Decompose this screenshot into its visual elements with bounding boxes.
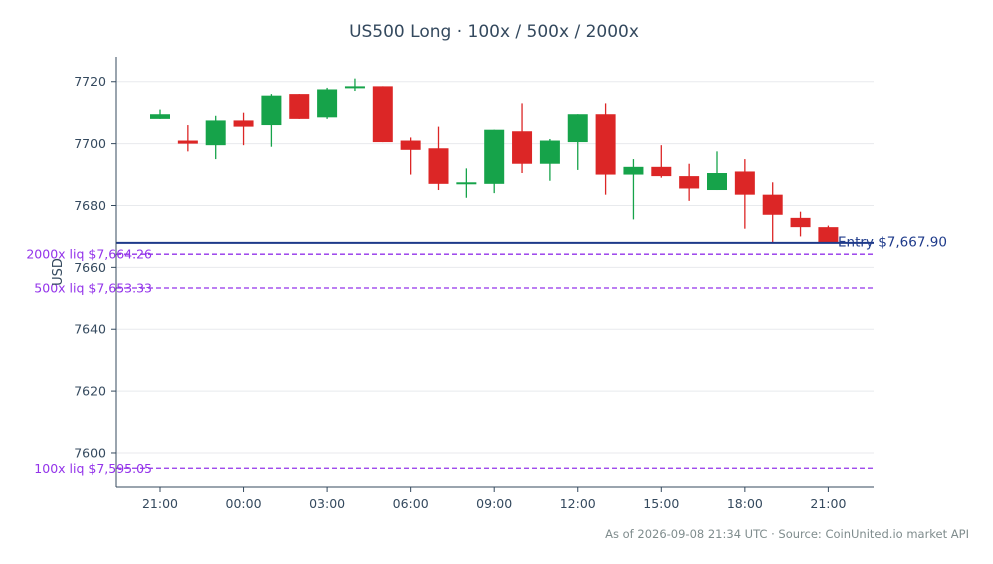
candle [289,94,310,119]
liquidation-label: 100x liq $7,595.05 [34,461,152,476]
y-axis-label: USD [51,258,66,286]
candle-body [400,140,421,150]
candle-body [317,89,338,118]
candle-body [734,171,755,195]
x-tick-label: 21:00 [810,496,846,511]
candle-body [150,114,170,119]
candle [344,78,365,92]
liquidation-label: 500x liq $7,653.33 [34,280,152,295]
candle [177,125,198,152]
candle-body [539,140,560,164]
y-tick-label: 7660 [74,260,106,275]
candle-body [205,120,226,146]
candle [400,137,421,175]
candle [539,138,560,181]
liquidation-label: 2000x liq $7,664.26 [26,247,152,262]
x-tick-label: 09:00 [476,496,512,511]
candle [484,129,505,194]
y-tick-label: 7720 [74,74,106,89]
candle-body [679,176,700,189]
x-tick-label: 03:00 [309,496,345,511]
x-tick-label: 18:00 [727,496,763,511]
x-tick-label: 21:00 [142,496,178,511]
candle [372,86,393,143]
y-tick-label: 7700 [74,136,106,151]
x-tick-label: 15:00 [643,496,679,511]
candle-body [567,114,588,143]
candle [261,94,282,147]
candle-body [344,86,365,89]
candle [818,225,839,243]
source-footer: As of 2026-09-08 21:34 UTC · Source: Coi… [605,527,969,541]
candle-body [762,194,783,215]
candle [762,182,783,243]
x-tick-label: 12:00 [560,496,596,511]
candle-body [233,120,254,127]
candle-body [428,148,449,184]
candle [623,159,644,220]
candle-body [623,166,644,175]
candle-body [651,166,672,177]
candle-body [707,173,727,191]
candles [150,78,839,243]
candle [233,112,254,146]
candle [790,211,811,237]
chart-title: US500 Long · 100x / 500x / 2000x [349,22,639,42]
y-axis-ticks: 7600 7620 7640 7660 7680 7700 7720 [74,74,116,460]
candle-body [372,86,393,143]
candle-body [261,95,282,126]
candle [150,109,170,119]
y-tick-label: 7600 [74,445,106,460]
candle [707,151,727,191]
candle-body [289,94,310,119]
candle-body [512,131,533,164]
candle-body [595,114,616,175]
candle [317,87,338,119]
candle [567,114,588,170]
candle [595,103,616,195]
candle-body [177,140,198,144]
x-tick-label: 06:00 [393,496,429,511]
candle [428,126,449,191]
candle [456,168,477,198]
candle [679,163,700,201]
candle-body [484,129,505,184]
y-tick-label: 7620 [74,384,106,399]
candle-body [818,227,839,243]
y-tick-label: 7640 [74,322,106,337]
x-axis-ticks: 21:00 00:00 03:00 06:00 09:00 12:00 15:00 18:00… [142,487,846,511]
candle [734,159,755,229]
candle [651,145,672,178]
candle-body [456,182,477,185]
candle-body [790,217,811,228]
y-tick-label: 7680 [74,198,106,213]
price-levels: 2000x liq $7,664.26 500x liq $7,653.33 100… [26,234,947,475]
candle [512,103,533,174]
candle [205,115,226,160]
entry-label: Entry $7,667.90 [838,234,947,250]
x-tick-label: 00:00 [226,496,262,511]
